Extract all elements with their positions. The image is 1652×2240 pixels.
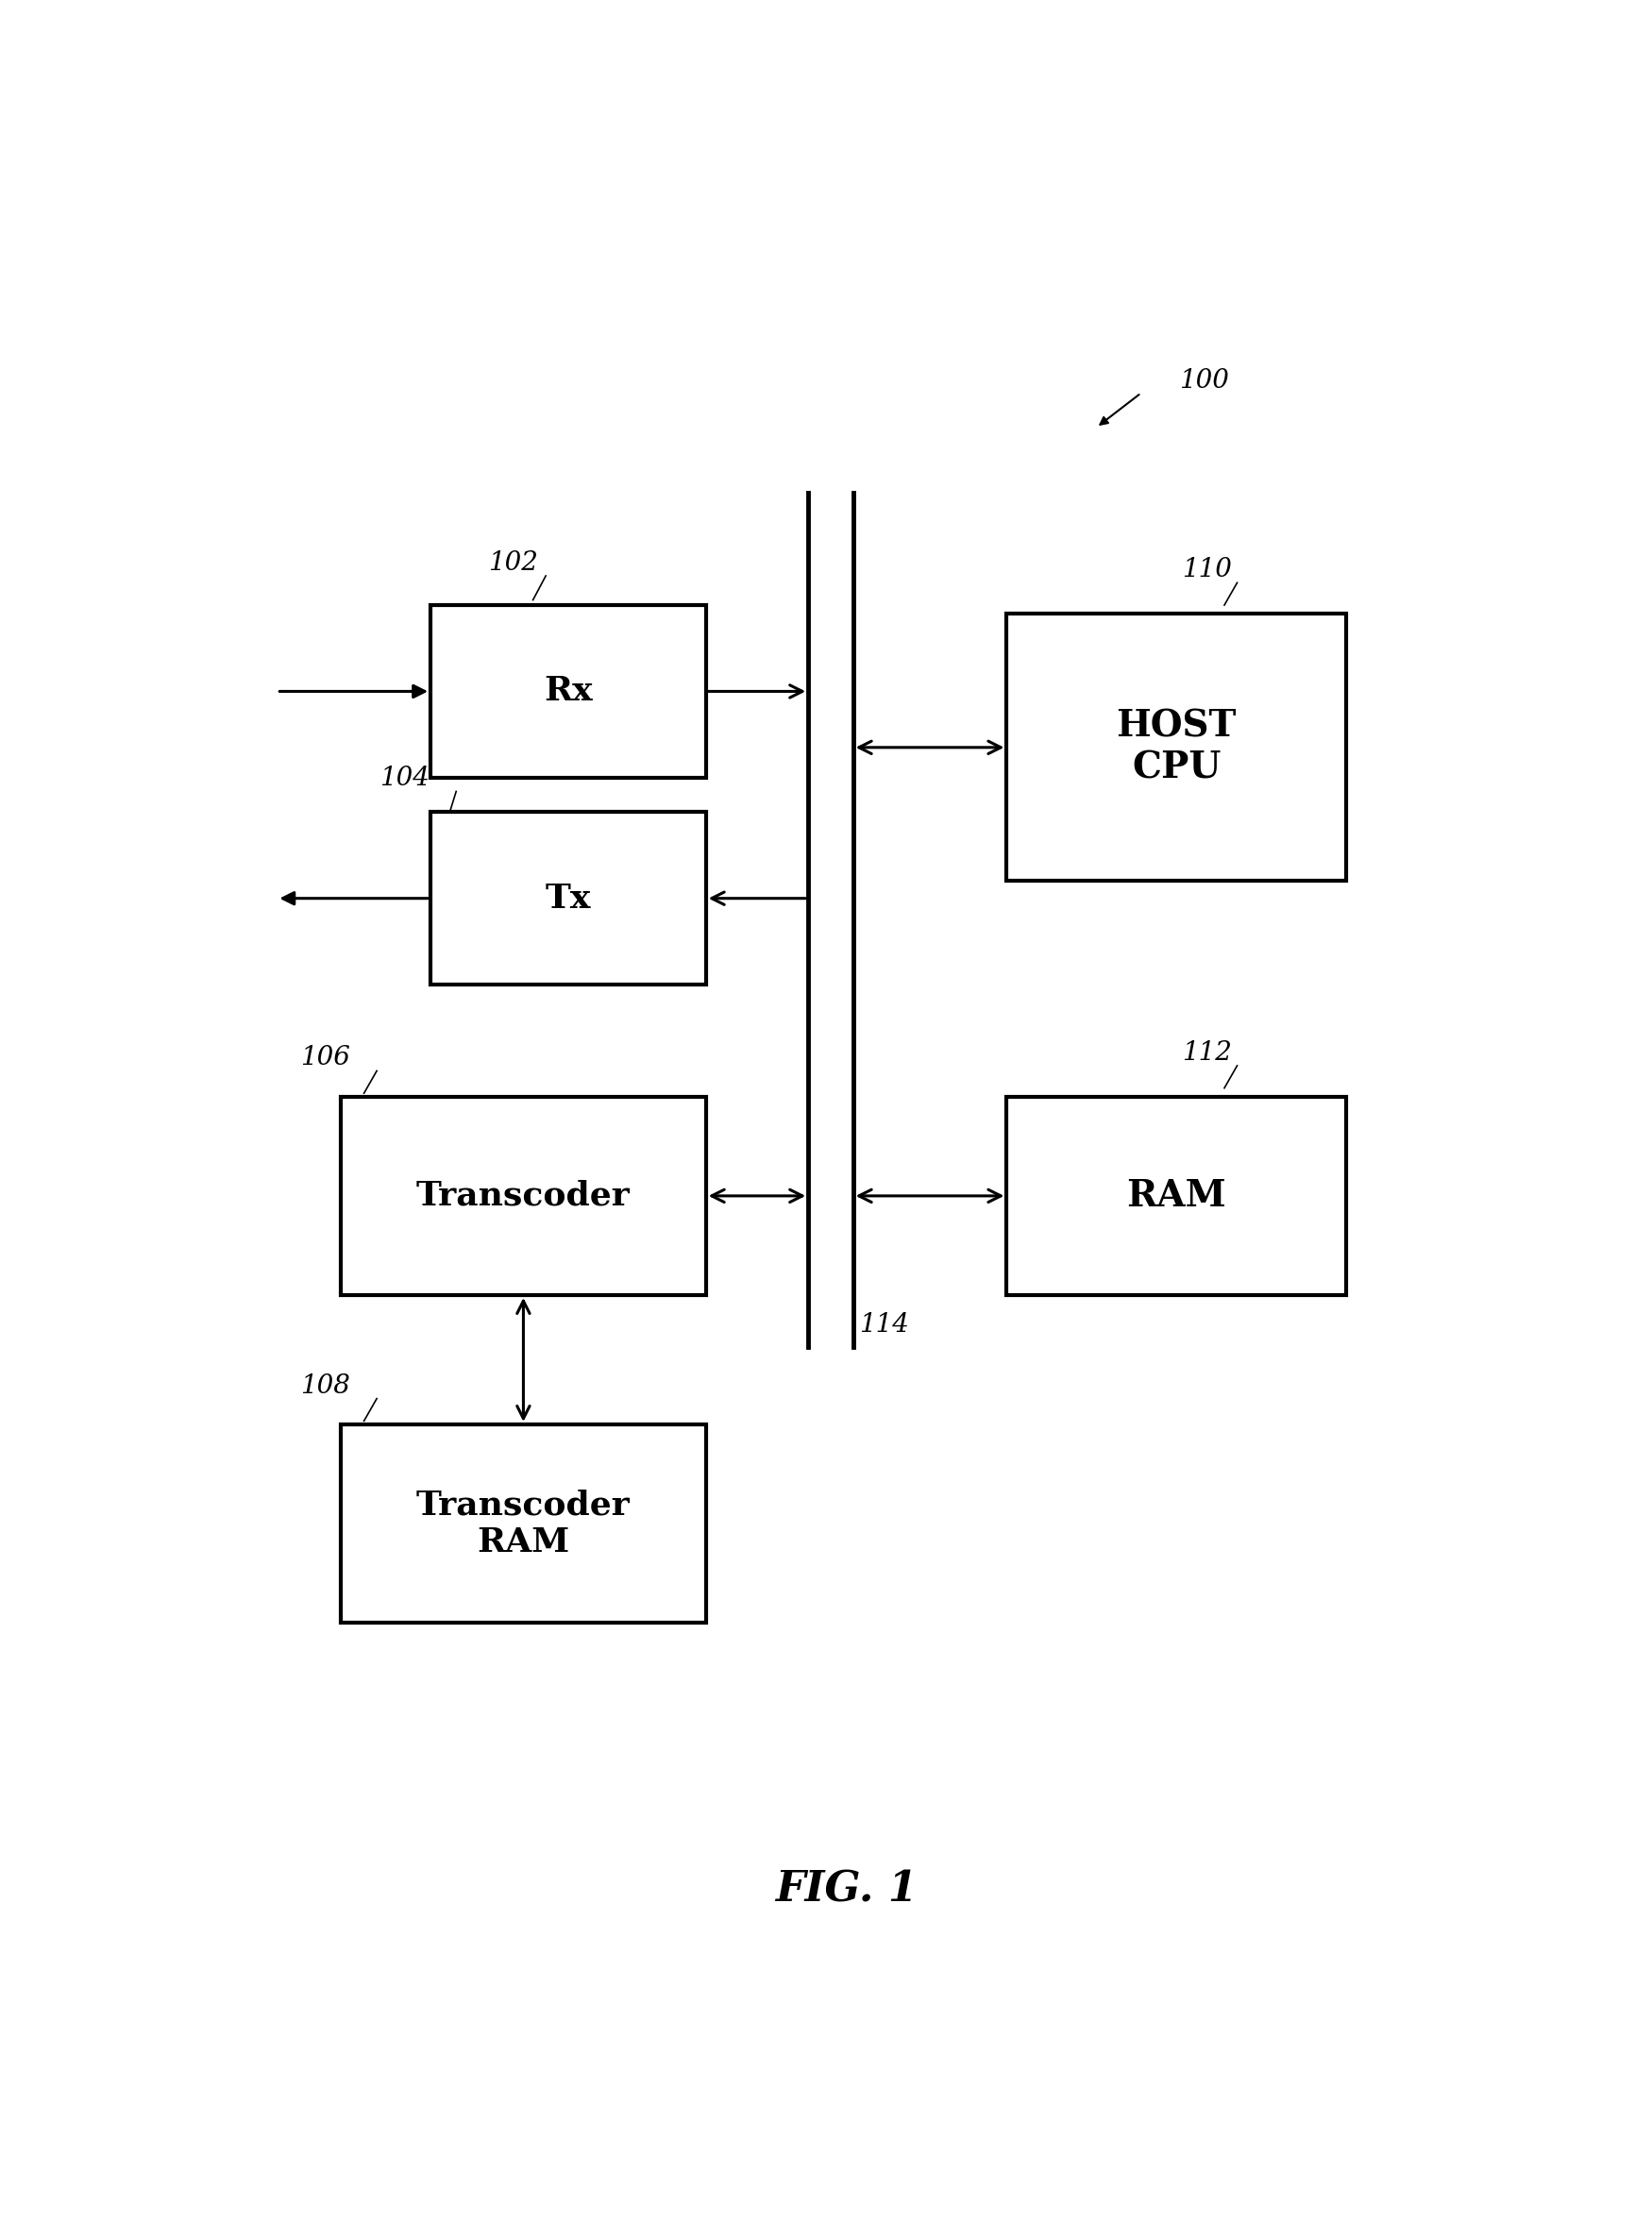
Text: 114: 114 <box>859 1313 909 1337</box>
Text: Rx: Rx <box>544 674 593 708</box>
Text: 106: 106 <box>301 1046 350 1071</box>
Text: 112: 112 <box>1183 1039 1232 1066</box>
Text: Tx: Tx <box>545 883 591 914</box>
Bar <box>1006 614 1346 880</box>
Text: FIG. 1: FIG. 1 <box>775 1870 919 1911</box>
Text: 102: 102 <box>489 551 539 576</box>
Text: Transcoder: Transcoder <box>416 1180 631 1212</box>
Text: HOST
CPU: HOST CPU <box>1117 708 1236 786</box>
Bar <box>1006 1098 1346 1295</box>
Bar <box>431 605 705 777</box>
Bar <box>431 813 705 986</box>
Bar <box>340 1098 705 1295</box>
Text: 100: 100 <box>1180 367 1229 394</box>
Text: 108: 108 <box>301 1373 350 1398</box>
Bar <box>340 1425 705 1622</box>
Text: RAM: RAM <box>1127 1178 1226 1214</box>
Text: 110: 110 <box>1183 558 1232 582</box>
Text: Transcoder
RAM: Transcoder RAM <box>416 1490 631 1559</box>
Text: 104: 104 <box>380 766 430 791</box>
